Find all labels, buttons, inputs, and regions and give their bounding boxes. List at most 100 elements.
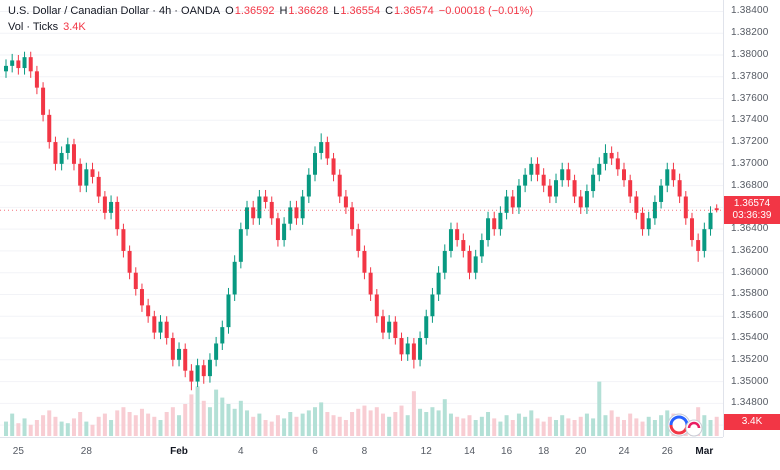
- time-tick-label: 8: [361, 446, 368, 457]
- volume-bar: [34, 420, 39, 436]
- volume-bar: [158, 420, 163, 436]
- volume-bar: [442, 399, 447, 436]
- volume-bar: [603, 415, 608, 436]
- candle-body: [109, 201, 114, 213]
- volume-bar: [201, 400, 206, 436]
- symbol-title[interactable]: U.S. Dollar / Canadian Dollar · 4h · OAN…: [8, 5, 221, 17]
- ohlc-close: C 1.36574: [385, 5, 434, 17]
- candle-body: [399, 338, 404, 355]
- volume-bar: [566, 418, 571, 436]
- price-tick-label: 1.37000: [731, 157, 769, 169]
- volume-bar: [665, 410, 670, 436]
- candle-body: [22, 57, 27, 69]
- volume-bar: [523, 416, 528, 436]
- price-plot[interactable]: [0, 0, 723, 437]
- volume-bar: [708, 420, 713, 436]
- candle-body: [486, 218, 491, 241]
- volume-bar: [183, 404, 188, 436]
- price-axis[interactable]: 1.36574 03:36:39 3.4K 1.38400 1.38200 1.38…: [723, 0, 780, 437]
- volume-bar: [541, 421, 546, 436]
- volume-bar: [448, 413, 453, 436]
- candle-body: [177, 348, 182, 360]
- time-tick-label: 14: [463, 446, 476, 457]
- volume-bar: [170, 407, 175, 436]
- last-price-label[interactable]: 1.36574 03:36:39: [724, 196, 780, 225]
- candle-body: [689, 218, 694, 241]
- candle-body: [133, 272, 138, 290]
- candle-body: [498, 212, 503, 230]
- volume-bar: [652, 420, 657, 436]
- volume-bar: [10, 413, 15, 436]
- volume-bar: [393, 412, 398, 436]
- volume-bar: [282, 418, 287, 436]
- candle-body: [127, 250, 132, 273]
- candle-body: [183, 348, 188, 371]
- volume-bar: [109, 420, 114, 436]
- candle-body: [238, 229, 243, 262]
- volume-bar: [343, 420, 348, 436]
- candle-body: [584, 191, 589, 208]
- price-tick-label: 1.37400: [731, 114, 769, 126]
- price-tick-label: 1.36400: [731, 223, 769, 235]
- volume-bar: [634, 418, 639, 436]
- time-tick-label: 6: [312, 446, 318, 457]
- volume-bar: [510, 420, 515, 436]
- candle-body: [510, 196, 515, 208]
- price-tick-label: 1.38000: [731, 48, 769, 60]
- volume-bar: [207, 407, 212, 436]
- volume-bar: [615, 416, 620, 436]
- volume-bar: [294, 416, 299, 436]
- candle-body: [115, 201, 120, 230]
- symbol-row[interactable]: U.S. Dollar / Canadian Dollar · 4h · OAN…: [8, 5, 533, 17]
- volume-bar: [53, 416, 58, 436]
- volume-bar: [189, 394, 194, 436]
- volume-bar: [121, 407, 126, 436]
- candle-body: [71, 144, 76, 164]
- volume-bar: [146, 413, 151, 436]
- candle-body: [102, 196, 107, 213]
- candle-body: [306, 174, 311, 197]
- volume-bar: [646, 416, 651, 436]
- candle-body: [158, 321, 163, 333]
- candle-body: [96, 176, 101, 197]
- volume-bar: [572, 420, 577, 436]
- candle-body: [337, 174, 342, 197]
- ohlc-high: H 1.36628: [279, 5, 329, 17]
- volume-row[interactable]: Vol · Ticks 3.4K: [8, 21, 533, 33]
- candle-body: [652, 201, 657, 219]
- candle-body: [207, 359, 212, 377]
- volume-bar: [245, 410, 250, 436]
- price-tick-label: 1.36200: [731, 244, 769, 256]
- candle-body: [374, 294, 379, 317]
- volume-bar: [424, 412, 429, 436]
- volume-bar: [529, 410, 534, 436]
- volume-bar: [622, 420, 626, 436]
- volume-bar: [195, 386, 200, 436]
- candle-body: [294, 207, 299, 219]
- price-tick-label: 1.35200: [731, 353, 769, 365]
- candle-body: [622, 169, 626, 181]
- volume-bar: [640, 421, 645, 436]
- volume-bar: [325, 412, 330, 436]
- candle-body: [10, 60, 15, 66]
- candle-body: [442, 250, 447, 273]
- volume-bar: [28, 424, 33, 436]
- price-tick-label: 1.34800: [731, 397, 769, 409]
- candle-body: [325, 142, 330, 159]
- volume-bar: [418, 408, 423, 436]
- volume-bar: [362, 405, 367, 436]
- candle-body: [659, 185, 664, 202]
- candle-body: [257, 196, 262, 219]
- candle-body: [226, 294, 231, 328]
- volume-bar: [102, 413, 107, 436]
- candle-body: [189, 370, 194, 382]
- volume-bar: [238, 400, 243, 436]
- candle-body: [566, 169, 571, 181]
- time-axis[interactable]: 25 28 Feb 4 6 8 12 14 16 18 20 24 26 Mar: [0, 437, 723, 470]
- volume-bar: [374, 407, 379, 436]
- volume-bar: [177, 415, 182, 436]
- volume-bar: [84, 421, 89, 436]
- chart-legend: U.S. Dollar / Canadian Dollar · 4h · OAN…: [8, 5, 533, 37]
- candle-body: [146, 305, 151, 317]
